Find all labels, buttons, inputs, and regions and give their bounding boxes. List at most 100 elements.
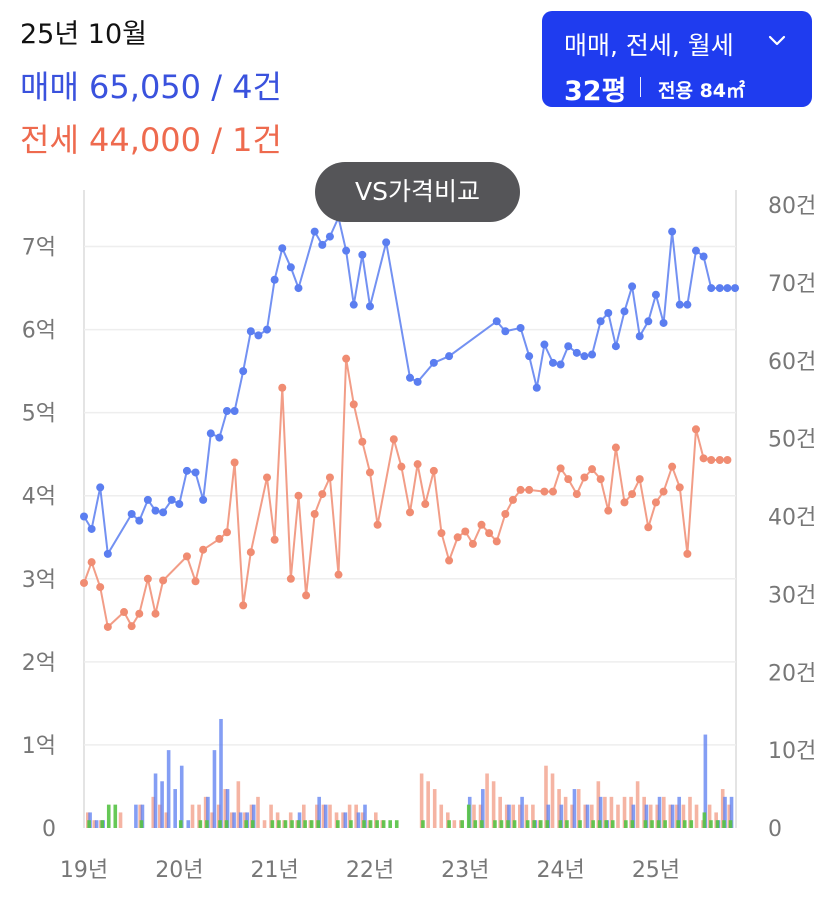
monthly-volume-bar (394, 820, 399, 828)
monthly-volume-bar (532, 820, 536, 828)
sale-volume-bar (166, 750, 171, 828)
jeonse-volume-bar (531, 804, 535, 828)
jeonse-volume-bar (236, 781, 241, 828)
sale-price-point (445, 352, 454, 361)
jeonse-volume-bar (576, 789, 581, 828)
exclusive-area-label: 전용 84㎡ (658, 80, 746, 102)
pyeong-size-label: 32평 (564, 76, 627, 107)
jeonse-price-point (691, 425, 700, 434)
monthly-volume-bar (178, 820, 183, 828)
sale-volume-bar (140, 804, 145, 828)
jeonse-volume-bar (668, 804, 673, 828)
sale-price-point (239, 367, 248, 376)
sale-price-point (413, 377, 422, 386)
jeonse-volume-bar (616, 804, 620, 828)
monthly-volume-bar (447, 820, 451, 828)
x-axis-tick: 22년 (346, 858, 394, 883)
monthly-volume-bar (473, 820, 478, 828)
jeonse-volume-bar (138, 804, 142, 828)
sale-volume-bar (729, 796, 734, 828)
jeonse-price-point (492, 537, 501, 546)
sale-price-point (707, 284, 716, 293)
jeonse-volume-bar (190, 804, 195, 828)
jeonse-price-point (135, 609, 144, 618)
jeonse-volume-bar (590, 804, 594, 828)
right-axis-tick: 20건 (768, 661, 816, 686)
sale-volume-bar (363, 804, 367, 828)
sale-price-point (540, 340, 549, 349)
monthly-volume-bar (460, 820, 464, 828)
jeonse-volume-bar (223, 789, 228, 828)
price-lines (80, 213, 740, 631)
deal-filter-button[interactable]: 매매, 전세, 월세 32평 전용 84㎡ (542, 11, 812, 107)
left-axis-tick: 7억 (22, 236, 56, 261)
left-axis-tick: 3억 (22, 568, 56, 593)
jeonse-volume-bar (544, 765, 548, 828)
monthly-volume-bar (421, 820, 425, 828)
sale-price-point (675, 300, 684, 309)
selected-month: 25년 10월 (20, 19, 147, 50)
sale-price-point (620, 307, 629, 316)
jeonse-volume-bar (720, 789, 725, 828)
left-axis-tick: 4억 (22, 485, 56, 510)
jeonse-volume-bar (603, 796, 607, 828)
monthly-volume-bar (506, 820, 510, 828)
monthly-volume-bar (100, 820, 104, 828)
jeonse-price-point (628, 490, 637, 499)
jeonse-price-point (461, 527, 470, 536)
monthly-volume-bar (87, 820, 91, 828)
jeonse-volume-bar (210, 812, 214, 828)
jeonse-price-point (286, 574, 295, 583)
monthly-volume-bar (277, 820, 281, 828)
jeonse-volume-bar (249, 804, 254, 828)
monthly-volume-bar (702, 812, 707, 828)
monthly-volume-bar (525, 820, 530, 828)
jeonse-volume-bar (485, 773, 489, 828)
jeonse-volume-bar (550, 773, 555, 828)
monthly-volume-bar (682, 820, 687, 828)
monthly-volume-bar (375, 820, 379, 828)
jeonse-volume-bar (675, 804, 679, 828)
right-axis-tick: 0 (768, 817, 782, 842)
monthly-volume-bar (709, 820, 713, 828)
jeonse-price-point (325, 473, 334, 482)
monthly-volume-bar (656, 820, 661, 828)
jeonse-price-point (406, 508, 414, 517)
jeonse-price-point (96, 583, 105, 592)
jeonse-price-point (429, 466, 438, 475)
monthly-volume-bar (198, 820, 203, 828)
vs-compare-button[interactable]: VS가격비교 (315, 162, 520, 222)
monthly-volume-bar (722, 820, 726, 828)
right-axis-tick: 40건 (768, 506, 816, 531)
price-trend-chart: 0 1억 2억 3억 4억 5억 6억 7억 0 10건 20건 30건 40건 50건 60건 70건 80건… (22, 190, 816, 883)
sale-price-point (723, 284, 732, 293)
monthly-volume-bar (663, 820, 667, 828)
sale-price-point (429, 358, 438, 367)
monthly-volume-bar (578, 820, 582, 828)
jeonse-price-point (413, 460, 422, 469)
jeonse-price-point (445, 556, 454, 565)
sale-volume-bar (356, 812, 361, 828)
sale-volume-bar (160, 781, 164, 828)
volume-bars (86, 718, 734, 828)
right-axis-tick: 10건 (768, 739, 816, 764)
right-axis-tick: 30건 (768, 583, 816, 608)
jeonse-price-point (80, 578, 88, 587)
sale-price-point (572, 348, 581, 357)
monthly-volume-bar (296, 820, 301, 828)
monthly-volume-bar (106, 804, 111, 828)
monthly-volume-bar (244, 820, 248, 828)
jeonse-price-point (334, 570, 343, 579)
sale-price-point (699, 252, 708, 261)
monthly-volume-bar (545, 820, 550, 828)
sale-volume-bar (179, 765, 184, 828)
jeonse-volume-bar (321, 804, 326, 828)
jeonse-price-point (365, 468, 374, 477)
jeonse-volume-bar (491, 781, 496, 828)
monthly-volume-bar (689, 820, 694, 828)
jeonse-volume-bar (197, 804, 201, 828)
monthly-volume-bar (270, 820, 275, 828)
monthly-volume-bar (630, 820, 635, 828)
jeonse-price-point (516, 485, 525, 494)
jeonse-price-point (620, 498, 629, 507)
